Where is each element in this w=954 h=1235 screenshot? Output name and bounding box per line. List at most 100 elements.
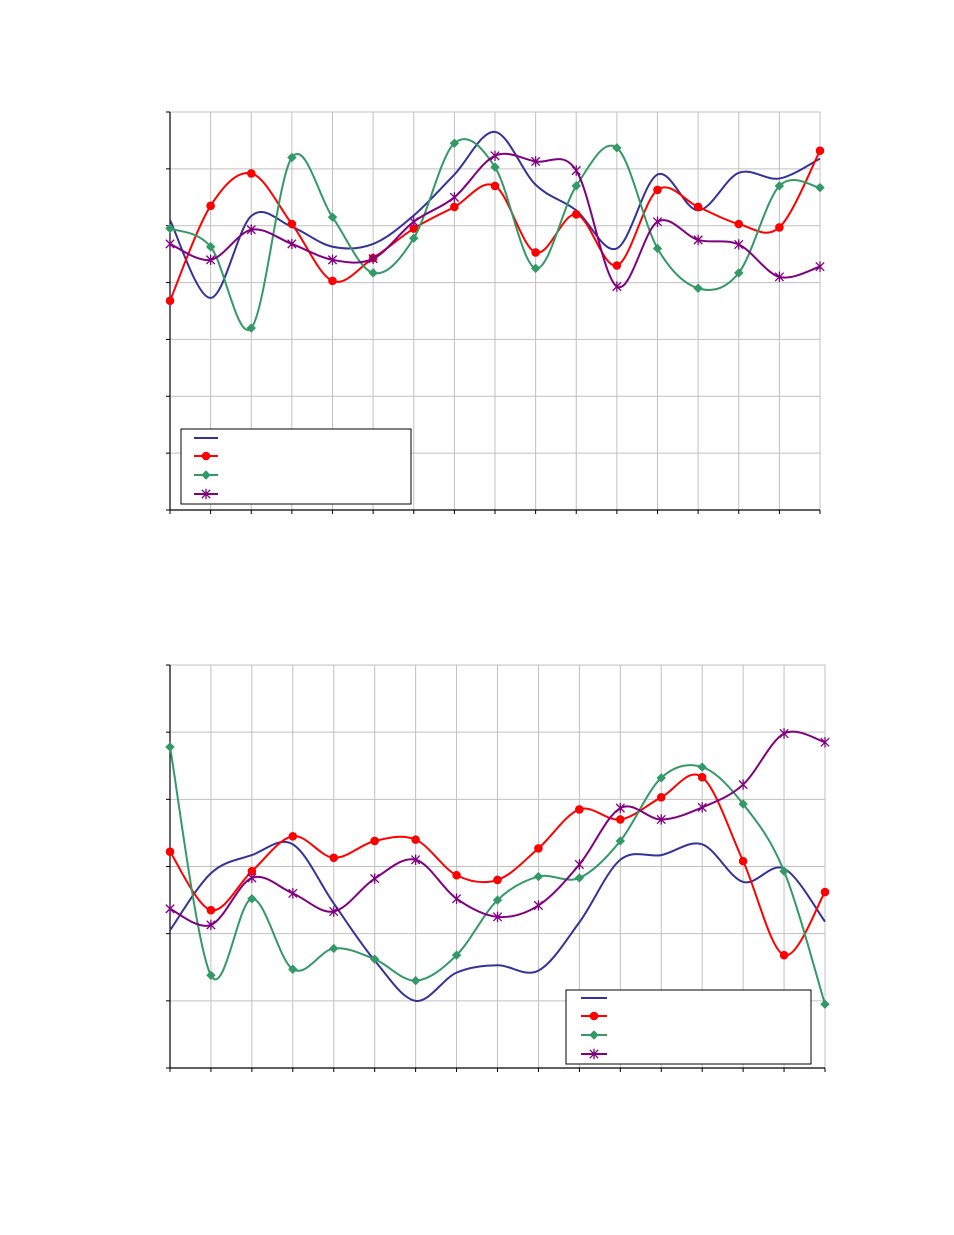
data-point — [530, 156, 541, 167]
data-point — [452, 870, 461, 880]
data-point — [165, 742, 175, 752]
data-point — [652, 243, 663, 254]
data-point — [815, 182, 825, 193]
data-point — [612, 143, 622, 153]
data-point — [820, 887, 830, 897]
data-point — [205, 242, 216, 252]
legend-marker — [201, 470, 211, 480]
data-point — [815, 261, 825, 272]
data-point — [820, 999, 830, 1009]
data-point — [697, 762, 707, 772]
data-point — [656, 793, 666, 802]
data-point — [615, 802, 625, 814]
data-point — [246, 169, 256, 178]
data-point — [410, 854, 421, 865]
chart-top — [165, 111, 825, 514]
data-point — [409, 216, 419, 227]
data-point — [574, 873, 585, 883]
legend — [565, 989, 812, 1065]
data-point — [409, 233, 419, 243]
data-point — [774, 271, 785, 283]
series-line — [169, 150, 821, 302]
legend-marker — [201, 488, 211, 500]
data-point — [287, 238, 297, 250]
data-point — [165, 238, 175, 250]
data-point — [206, 201, 215, 211]
data-point — [779, 950, 789, 960]
data-point — [451, 893, 462, 904]
data-point — [165, 903, 175, 915]
data-point — [615, 836, 626, 846]
data-point — [656, 773, 666, 783]
data-point — [411, 835, 420, 844]
data-point — [574, 859, 585, 870]
data-point — [410, 975, 421, 986]
data-point — [370, 836, 379, 846]
data-point — [247, 872, 257, 884]
data-point — [533, 900, 544, 911]
data-point — [287, 152, 297, 163]
data-point — [206, 905, 216, 915]
data-point — [734, 239, 744, 250]
data-point — [451, 950, 462, 960]
data-point — [697, 802, 707, 813]
data-point — [693, 283, 703, 293]
legend — [180, 428, 412, 505]
data-point — [734, 268, 744, 278]
series-4 — [165, 150, 825, 292]
data-point — [288, 964, 298, 974]
data-point — [492, 911, 503, 923]
chart-bottom — [165, 664, 830, 1072]
data-point — [820, 737, 830, 748]
data-point — [738, 779, 748, 790]
legend-box — [565, 989, 812, 1065]
data-point — [612, 281, 622, 292]
data-point — [329, 943, 339, 954]
data-point — [165, 296, 175, 306]
data-point — [449, 192, 460, 203]
data-point — [288, 888, 298, 899]
data-point — [734, 219, 744, 229]
data-point — [534, 844, 543, 853]
data-point — [531, 248, 540, 257]
data-point — [327, 254, 338, 266]
data-point — [165, 223, 175, 234]
data-point — [449, 138, 460, 148]
data-point — [693, 202, 703, 212]
legend-marker — [589, 1011, 599, 1021]
data-point — [612, 261, 622, 270]
data-point — [697, 772, 707, 782]
data-point — [774, 181, 785, 191]
legend-marker — [201, 451, 211, 461]
legend-box — [180, 428, 412, 505]
data-point — [327, 212, 338, 222]
data-point — [779, 866, 789, 876]
data-point — [329, 906, 339, 917]
data-point — [247, 894, 257, 904]
data-point — [369, 954, 380, 964]
series-2 — [165, 772, 830, 960]
data-point — [815, 146, 825, 155]
data-point — [693, 234, 703, 246]
data-point — [288, 831, 298, 841]
series-line — [169, 152, 821, 289]
data-point — [246, 323, 256, 333]
data-point — [368, 253, 378, 264]
data-point — [328, 276, 337, 286]
data-point — [652, 216, 663, 227]
series-line — [169, 773, 826, 957]
data-point — [450, 202, 459, 212]
data-point — [206, 970, 216, 981]
data-point — [370, 873, 380, 884]
data-point — [738, 856, 748, 866]
data-point — [368, 268, 378, 278]
legend-marker — [589, 1030, 599, 1040]
data-point — [493, 875, 502, 885]
data-point — [490, 150, 500, 161]
data-point — [656, 814, 666, 825]
legend-marker — [589, 1048, 599, 1060]
data-point — [492, 895, 503, 905]
data-point — [205, 254, 216, 266]
data-point — [165, 847, 175, 857]
